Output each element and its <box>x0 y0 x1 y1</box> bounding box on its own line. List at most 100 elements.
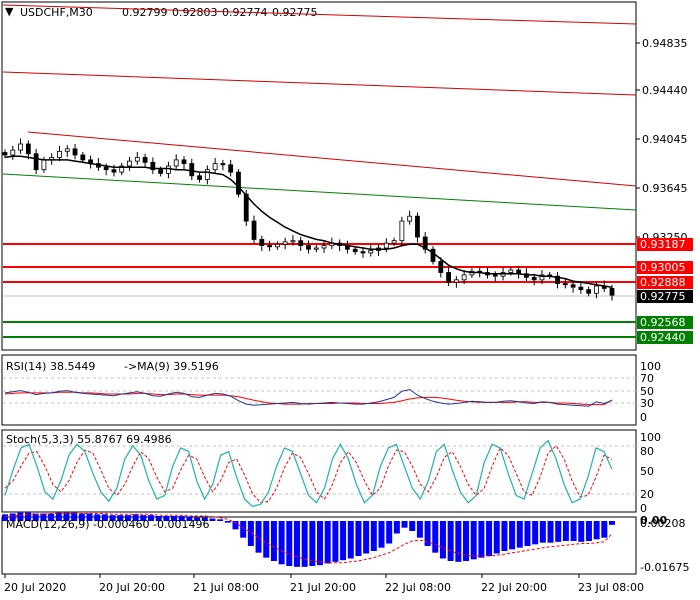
candle-body <box>422 236 428 250</box>
macd-bar <box>470 521 477 560</box>
macd-bar <box>324 521 331 564</box>
candle-body <box>461 274 467 281</box>
price-tick: 0.94835 <box>642 37 688 50</box>
collapse-triangle-icon[interactable]: ▼ <box>5 5 14 18</box>
macd-bar <box>263 521 270 558</box>
macd-bar <box>478 521 485 558</box>
green-trend-line[interactable] <box>2 173 637 211</box>
rsi-tick: 50 <box>640 385 654 398</box>
candle-body <box>236 171 241 195</box>
macd-bar <box>393 521 400 534</box>
candle-body <box>64 148 70 152</box>
stoch-label: Stoch(5,3,3) 55.8767 69.4986 <box>6 433 172 446</box>
candle-body <box>282 241 288 245</box>
candle-body <box>41 159 47 171</box>
stoch-tick: 20 <box>640 488 654 501</box>
macd-bar <box>340 521 347 561</box>
candle-body <box>321 245 327 249</box>
macd-bar <box>409 521 416 531</box>
candle-body <box>57 150 62 158</box>
macd-bar <box>140 515 147 521</box>
macd-bar <box>547 521 554 543</box>
candle-body <box>103 166 109 171</box>
candle-body <box>492 274 498 277</box>
support-tag-1[interactable]: 0.92568 <box>637 316 693 329</box>
macd-bar <box>217 519 224 521</box>
macd-bar <box>363 521 370 554</box>
macd-bar <box>463 521 470 561</box>
candle-body <box>189 163 195 177</box>
macd-bar <box>378 521 385 548</box>
rsi-panel[interactable] <box>1 354 637 426</box>
macd-bar <box>109 515 116 521</box>
macd-bar <box>585 521 592 541</box>
candle-body <box>267 245 272 248</box>
time-label: 23 Jul 08:00 <box>578 581 644 594</box>
macd-bar <box>171 516 178 521</box>
candle-body <box>72 148 78 156</box>
candle-body <box>539 274 545 281</box>
price-tick: 0.94045 <box>642 133 688 146</box>
stoch-main-line <box>4 439 613 508</box>
macd-bar <box>386 521 393 544</box>
macd-bar <box>370 521 377 551</box>
candle-body <box>25 143 31 155</box>
macd-bar <box>439 521 446 559</box>
rsi-tick: 0 <box>640 411 647 424</box>
red-channel-lower[interactable] <box>27 131 637 187</box>
candle-body <box>119 165 125 173</box>
time-label: 22 Jul 20:00 <box>481 581 547 594</box>
macd-bar <box>147 515 154 521</box>
resistance-tag-2[interactable]: 0.93005 <box>637 261 693 274</box>
macd-bar <box>347 521 354 559</box>
stoch-signal-line <box>4 445 613 504</box>
macd-bar <box>486 521 493 556</box>
macd-bar <box>501 521 508 551</box>
stoch-tick: 100 <box>640 431 661 444</box>
price-panel[interactable] <box>1 1 637 351</box>
rsi-tick: 30 <box>640 397 654 410</box>
macd-bar <box>539 521 546 543</box>
macd-bar <box>101 514 108 521</box>
candle-body <box>142 157 148 163</box>
candle-body <box>570 284 576 288</box>
price-tick: 0.93645 <box>642 182 688 195</box>
macd-bar <box>270 521 277 561</box>
macd-signal-line <box>4 513 613 564</box>
stoch-tick: 0 <box>640 502 647 515</box>
candle-body <box>212 163 218 171</box>
macd-bar <box>25 512 32 521</box>
ohlc-close: 0.92775 <box>272 6 318 19</box>
candle-body <box>446 272 451 283</box>
resistance-tag-1[interactable]: 0.93187 <box>637 238 693 251</box>
resistance-tag-3[interactable]: 0.92888 <box>637 276 693 289</box>
time-label: 22 Jul 08:00 <box>385 581 451 594</box>
rsi-line <box>4 388 613 407</box>
ohlc-high: 0.92803 <box>172 6 218 19</box>
red-channel-upper[interactable] <box>2 4 637 25</box>
macd-bar <box>32 513 39 521</box>
macd-bar <box>432 521 439 553</box>
macd-bar <box>516 521 523 548</box>
candle-body <box>586 289 592 294</box>
candle-body <box>204 169 210 180</box>
macd-label: MACD(12,26,9) -0.000460 -0.001496 <box>6 518 209 531</box>
macd-bar <box>224 521 231 523</box>
red-channel-middle[interactable] <box>2 71 637 96</box>
moving-average-line <box>4 155 613 288</box>
macd-bar <box>132 514 139 521</box>
svg-text:0.93187: 0.93187 <box>640 238 686 251</box>
macd-bar <box>247 521 254 546</box>
support-tag-2[interactable]: 0.92440 <box>637 331 693 344</box>
candle-body <box>33 153 39 171</box>
candle-body <box>173 159 179 167</box>
price-tick: 0.94440 <box>642 84 688 97</box>
macd-bar <box>293 521 300 567</box>
time-label: 21 Jul 08:00 <box>193 581 259 594</box>
candle-body <box>508 269 514 273</box>
rsi-ma-label: ->MA(9) 39.5196 <box>124 360 219 373</box>
macd-bar <box>609 521 615 525</box>
candle-body <box>415 215 420 238</box>
candle-body <box>360 251 366 254</box>
